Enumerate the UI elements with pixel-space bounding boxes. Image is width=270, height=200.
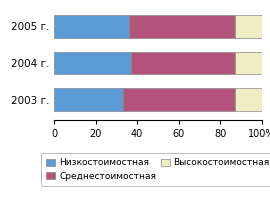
Legend: Низкостоимостная, Среднестоимостная, Высокостоимостная: Низкостоимостная, Среднестоимостная, Выс…	[41, 153, 270, 186]
Bar	[235, 15, 262, 38]
Bar	[54, 88, 123, 111]
Bar	[129, 15, 235, 38]
Bar	[131, 52, 235, 74]
Bar	[54, 15, 129, 38]
Bar	[235, 52, 262, 74]
Bar	[235, 88, 262, 111]
Bar	[123, 88, 235, 111]
Bar	[54, 52, 131, 74]
